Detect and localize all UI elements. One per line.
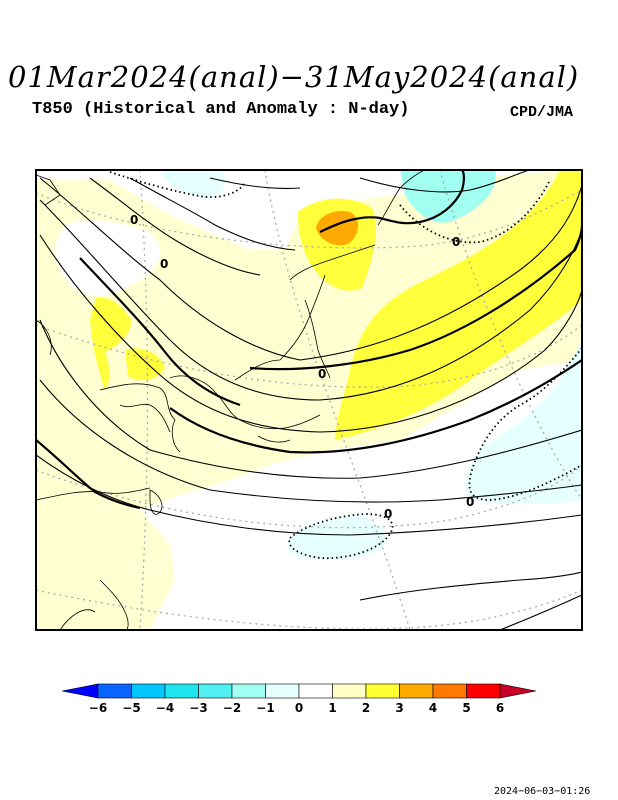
anomaly-pos2-band [335,170,582,440]
colorbar-swatch [131,683,166,699]
colorbar-swatch [198,683,233,699]
contour-label: 0 [452,235,460,249]
contour-label: 0 [160,257,168,271]
colorbar-tick-label: 1 [328,701,336,715]
contour-label: 0 [466,495,474,509]
colorbar-swatch [332,683,367,699]
anomaly-pos3 [316,210,359,246]
colorbar-swatch [164,683,199,699]
colorbar-tick-label: 0 [295,701,303,715]
colorbar-tick-label: 6 [496,701,504,715]
graticule [36,170,582,630]
colorbar-tick-label: 3 [395,701,403,715]
colorbar-arrow-right [499,683,537,699]
contour-labels: 0 0 0 0 0 0 [130,213,474,521]
colorbar-swatch [97,683,132,699]
colorbar-swatch [399,683,434,699]
colorbar: −6 −5 −4 −3 −2 −1 0 1 2 3 4 5 6 [61,683,537,715]
map-plot: 0 0 0 0 0 0 [36,170,582,630]
colorbar-swatch [231,683,266,699]
source-label: CPD/JMA [510,104,574,121]
anomaly-neg-ne2 [400,170,496,223]
colorbar-tick-label: 2 [362,701,370,715]
anomaly-neg-east [465,340,582,504]
colorbar-tick-label: −5 [122,701,140,715]
map-frame [35,169,583,631]
contour-label: 0 [318,367,326,381]
thick-contours [36,170,582,510]
colorbar-arrow-left [61,683,99,699]
colorbar-tick-label: −4 [156,701,174,715]
anomaly-pos2-west [90,297,131,390]
anomaly-neg-ne [160,170,225,198]
colorbar-swatch [298,683,333,699]
timestamp-label: 2024−06−03−01:26 [494,786,591,797]
colorbar-swatch [365,683,400,699]
map-title: 01Mar2024(anal)−31May2024(anal) [8,60,580,94]
colorbar-swatch [265,683,300,699]
colorbar-tick-label: 5 [462,701,470,715]
coastlines [36,170,426,630]
contour-label: 0 [384,507,392,521]
dotted-contours [109,171,582,560]
colorbar-swatch [466,683,501,699]
anomaly-white-patch [55,220,160,296]
colorbar-swatch [432,683,467,699]
colorbar-tick-label: −3 [189,701,207,715]
colorbar-tick-label: −2 [223,701,241,715]
map-subtitle: T850 (Historical and Anomaly : N-day) [32,100,410,119]
colorbar-tick-label: −6 [89,701,107,715]
colorbar-tick-label: 4 [429,701,437,715]
contour-label: 0 [130,213,138,227]
temperature-contours [36,170,582,630]
colorbar-tick-label: −1 [256,701,274,715]
